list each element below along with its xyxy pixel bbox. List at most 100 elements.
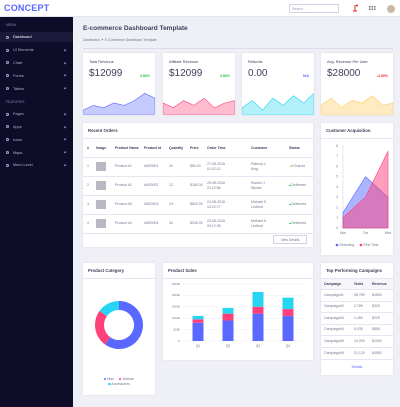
table-cell: Campaign#5 — [324, 338, 344, 343]
sidebar-section-title: FEATURES — [6, 99, 25, 104]
legend-swatch — [103, 377, 107, 381]
y-tick-label: 6 — [336, 164, 338, 168]
bar-segment — [222, 307, 234, 314]
table-cell: 3 — [87, 202, 89, 207]
sidebar-item[interactable]: Menu Level — [0, 160, 73, 170]
sidebar-icon — [6, 151, 9, 154]
trend-area — [83, 93, 155, 115]
bar-segment — [192, 322, 204, 341]
avatar[interactable] — [387, 5, 395, 13]
y-tick-label: 2000k — [172, 293, 181, 297]
legend-label: Accessories — [111, 382, 130, 386]
chevron — [63, 112, 67, 116]
metric-card: Avg. Revenue Per User $28000 -2.00% — [321, 53, 393, 115]
sidebar-item[interactable]: Dashboard — [0, 32, 73, 43]
bar-segment — [252, 306, 264, 314]
table-cell: Campaign#5 — [324, 350, 344, 355]
logo[interactable]: CONCEPT — [4, 3, 50, 13]
table-cell: 27-08-2018 01:22:12 — [207, 162, 225, 171]
sidebar-icon — [6, 61, 9, 65]
product-image — [96, 162, 106, 171]
sidebar-icon — [6, 138, 9, 142]
breadcrumb: Dashboard E-Commerce Dashboard Template — [83, 38, 157, 42]
table-cell: 12 — [169, 183, 173, 188]
donut-slice — [99, 301, 119, 317]
y-tick-label: 2500k — [172, 282, 181, 286]
sparkline — [83, 93, 155, 115]
sidebar-section-title: MENU — [6, 23, 17, 27]
top-bar: CONCEPT Search.. — [0, 0, 400, 17]
divider — [163, 278, 313, 279]
sidebar-item[interactable]: Pages — [0, 109, 73, 119]
table-cell: $340.00 — [190, 221, 203, 226]
y-tick-label: 8 — [336, 144, 338, 148]
y-tick-label: 2 — [336, 205, 338, 209]
chevron — [63, 86, 67, 90]
sidebar-item[interactable]: Icons — [0, 135, 73, 145]
sidebar-icon — [6, 74, 9, 78]
sidebar-item[interactable]: Forms — [0, 71, 73, 81]
metric-card: Affiliate Revenue $12099 5.86% — [163, 53, 235, 115]
sidebar: MENU Dashboard UI Elements Chart Forms Tables… — [0, 17, 73, 407]
x-tick-label: Mon — [340, 231, 346, 235]
table-cell: Rachel J. Wicker — [251, 181, 266, 190]
legend-label: Returning — [340, 243, 355, 247]
legend-swatch — [335, 243, 339, 247]
trend-area — [242, 92, 314, 115]
table-cell: 2 — [87, 183, 89, 188]
metric-change: 5.86% — [220, 73, 230, 78]
sidebar-item[interactable]: Tables — [0, 84, 73, 94]
card-title: Customer Acquisition — [326, 128, 371, 133]
table-header: Customer — [251, 145, 268, 150]
table-cell: $856 — [372, 327, 380, 332]
metric-label: Refunds — [248, 59, 263, 64]
table-cell: 23 — [169, 202, 173, 207]
row-divider — [321, 335, 393, 336]
card-title: Product Sales — [168, 268, 197, 273]
table-cell: 34 — [169, 221, 173, 226]
breadcrumb-item[interactable]: Dashboard — [83, 38, 100, 42]
table-cell: Product #3 — [115, 202, 132, 207]
search-box[interactable]: Search.. — [289, 4, 339, 13]
sidebar-item-label: Maps — [13, 150, 23, 155]
status-cell: Delivered — [289, 214, 310, 233]
legend-item: Accessories — [108, 382, 130, 386]
sidebar-item[interactable]: Apps — [0, 122, 73, 132]
chevron — [63, 61, 67, 65]
metric-value: $28000 — [327, 68, 361, 79]
apps-icon[interactable] — [369, 6, 376, 10]
y-tick-label: 0 — [178, 339, 180, 343]
area — [342, 150, 389, 229]
row-divider — [83, 233, 313, 234]
product-image — [96, 200, 106, 209]
table-cell: $4563 — [372, 292, 382, 297]
sidebar-item[interactable]: UI Elements — [0, 45, 73, 55]
bar-segment — [222, 320, 234, 341]
notification-icon[interactable] — [353, 5, 357, 12]
legend-swatch — [359, 243, 363, 247]
sidebar-item[interactable]: Maps — [0, 148, 73, 158]
table-cell: Campaign#4 — [324, 327, 344, 332]
metric-label: Total Revenue — [89, 59, 114, 64]
details-link[interactable]: Details — [351, 365, 363, 369]
table-cell: Campaign#3 — [324, 315, 344, 320]
table-cell: Campaign#1 — [324, 292, 344, 297]
donut-chart — [95, 301, 144, 349]
metric-card: Refunds 0.00 N/A — [242, 53, 314, 115]
status-text: Delivered — [291, 202, 307, 207]
table-cell: $180.00 — [190, 183, 203, 188]
x-tick-label: Q3 — [256, 344, 260, 348]
table-cell: Michael K. Ledford — [251, 219, 268, 228]
table-cell: 20 — [169, 164, 173, 169]
breadcrumb-item[interactable]: E-Commerce Dashboard Template — [104, 38, 157, 42]
row-divider — [321, 323, 393, 325]
table-header: Campaign — [324, 281, 341, 286]
view-details-button[interactable]: View Details — [273, 235, 307, 244]
header-icons — [353, 4, 395, 13]
metric-change: -2.00% — [376, 73, 388, 78]
sidebar-item-label: Tables — [13, 86, 24, 91]
sidebar-item[interactable]: Chart — [0, 58, 73, 68]
x-tick-label: Q2 — [226, 344, 230, 348]
row-divider — [321, 312, 393, 313]
